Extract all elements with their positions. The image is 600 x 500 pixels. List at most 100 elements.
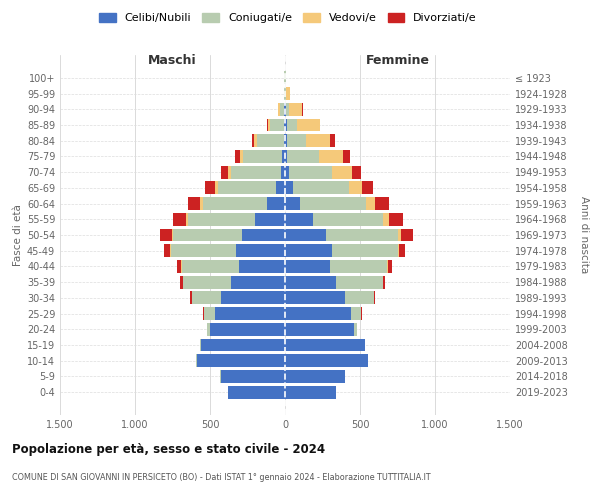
Bar — [331, 244, 398, 257]
Bar — [306, 134, 330, 147]
Bar — [287, 150, 319, 163]
Bar — [201, 338, 285, 351]
Bar — [170, 244, 171, 257]
Bar — [235, 150, 240, 163]
Text: Maschi: Maschi — [148, 54, 197, 67]
Bar — [203, 197, 267, 210]
Bar — [204, 307, 215, 320]
Bar — [287, 118, 297, 132]
Bar — [289, 166, 332, 178]
Bar — [267, 197, 285, 210]
Legend: Celibi/Nubili, Coniugati/e, Vedovi/e, Divorziati/e: Celibi/Nubili, Coniugati/e, Vedovi/e, Di… — [95, 8, 481, 28]
Bar — [383, 213, 389, 226]
Bar — [243, 150, 282, 163]
Bar — [330, 260, 387, 273]
Bar — [200, 338, 201, 351]
Bar — [235, 244, 285, 257]
Bar — [254, 134, 257, 147]
Bar — [252, 134, 254, 147]
Bar — [343, 150, 349, 163]
Bar — [285, 292, 345, 304]
Bar — [302, 103, 303, 116]
Bar — [383, 276, 385, 288]
Bar — [313, 213, 383, 226]
Bar — [285, 197, 300, 210]
Bar — [300, 197, 366, 210]
Bar — [257, 134, 284, 147]
Bar — [398, 244, 399, 257]
Bar — [293, 182, 349, 194]
Bar — [255, 213, 285, 226]
Bar — [192, 292, 221, 304]
Bar — [399, 244, 405, 257]
Bar — [215, 307, 285, 320]
Bar — [285, 307, 351, 320]
Bar — [221, 292, 285, 304]
Bar — [401, 228, 413, 241]
Bar — [398, 228, 401, 241]
Bar — [366, 197, 375, 210]
Bar — [203, 307, 204, 320]
Bar — [284, 134, 285, 147]
Bar — [231, 166, 281, 178]
Bar — [285, 182, 293, 194]
Text: Popolazione per età, sesso e stato civile - 2024: Popolazione per età, sesso e stato civil… — [12, 442, 325, 456]
Bar — [362, 182, 373, 194]
Bar — [297, 118, 320, 132]
Bar — [267, 118, 268, 132]
Bar — [221, 166, 228, 178]
Bar — [278, 103, 280, 116]
Bar — [285, 260, 330, 273]
Bar — [173, 228, 241, 241]
Bar — [285, 213, 313, 226]
Bar — [281, 166, 285, 178]
Bar — [282, 150, 285, 163]
Bar — [210, 323, 285, 336]
Bar — [287, 134, 306, 147]
Bar — [387, 260, 388, 273]
Bar — [228, 166, 231, 178]
Y-axis label: Fasce di età: Fasce di età — [13, 204, 23, 266]
Y-axis label: Anni di nascita: Anni di nascita — [579, 196, 589, 274]
Bar — [285, 370, 345, 383]
Bar — [389, 213, 403, 226]
Text: COMUNE DI SAN GIOVANNI IN PERSICETO (BO) - Dati ISTAT 1° gennaio 2024 - Elaboraz: COMUNE DI SAN GIOVANNI IN PERSICETO (BO)… — [12, 472, 431, 482]
Bar — [285, 244, 331, 257]
Bar — [286, 87, 290, 100]
Bar — [180, 276, 182, 288]
Bar — [240, 150, 243, 163]
Bar — [228, 386, 285, 398]
Bar — [231, 276, 285, 288]
Bar — [205, 182, 215, 194]
Bar — [354, 323, 356, 336]
Bar — [330, 134, 335, 147]
Bar — [218, 182, 276, 194]
Bar — [188, 197, 200, 210]
Bar — [172, 228, 173, 241]
Bar — [285, 354, 367, 367]
Bar — [239, 260, 285, 273]
Bar — [270, 118, 284, 132]
Bar — [241, 228, 285, 241]
Bar — [388, 260, 392, 273]
Bar — [171, 244, 235, 257]
Bar — [285, 118, 287, 132]
Bar — [352, 166, 361, 178]
Bar — [351, 307, 361, 320]
Bar — [173, 213, 186, 226]
Bar — [221, 370, 285, 383]
Bar — [285, 166, 289, 178]
Bar — [164, 244, 170, 257]
Bar — [284, 118, 285, 132]
Bar — [285, 338, 365, 351]
Bar — [289, 103, 302, 116]
Bar — [285, 323, 354, 336]
Bar — [345, 292, 373, 304]
Bar — [319, 150, 343, 163]
Bar — [285, 276, 336, 288]
Bar — [286, 103, 289, 116]
Bar — [182, 260, 239, 273]
Bar — [160, 228, 172, 241]
Bar — [207, 323, 210, 336]
Bar — [325, 228, 398, 241]
